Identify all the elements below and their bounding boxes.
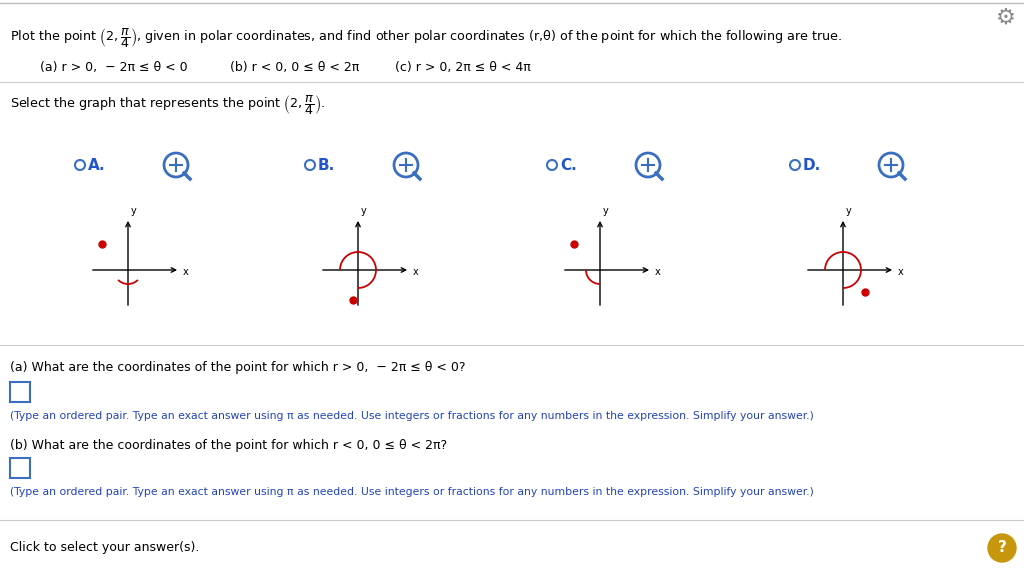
Text: y: y — [361, 206, 367, 216]
Text: ⚙: ⚙ — [996, 8, 1016, 28]
Text: (a) What are the coordinates of the point for which r > 0,  − 2π ≤ θ < 0?: (a) What are the coordinates of the poin… — [10, 362, 466, 374]
Text: ?: ? — [997, 540, 1007, 555]
Text: A.: A. — [88, 158, 105, 172]
Text: x: x — [898, 267, 904, 277]
Text: y: y — [846, 206, 852, 216]
Text: x: x — [183, 267, 188, 277]
Text: x: x — [413, 267, 419, 277]
Text: (b) r < 0, 0 ≤ θ < 2π: (b) r < 0, 0 ≤ θ < 2π — [230, 62, 359, 75]
Text: x: x — [655, 267, 660, 277]
Text: B.: B. — [318, 158, 335, 172]
Text: D.: D. — [803, 158, 821, 172]
Text: (c) r > 0, 2π ≤ θ < 4π: (c) r > 0, 2π ≤ θ < 4π — [395, 62, 530, 75]
Circle shape — [988, 534, 1016, 562]
Text: (Type an ordered pair. Type an exact answer using π as needed. Use integers or f: (Type an ordered pair. Type an exact ans… — [10, 411, 814, 421]
Text: (Type an ordered pair. Type an exact answer using π as needed. Use integers or f: (Type an ordered pair. Type an exact ans… — [10, 487, 814, 497]
Text: (b) What are the coordinates of the point for which r < 0, 0 ≤ θ < 2π?: (b) What are the coordinates of the poin… — [10, 439, 447, 451]
Text: C.: C. — [560, 158, 577, 172]
Text: Plot the point $\left(2,\dfrac{\pi}{4}\right)$, given in polar coordinates, and : Plot the point $\left(2,\dfrac{\pi}{4}\r… — [10, 26, 843, 50]
Text: Select the graph that represents the point $\left(2,\dfrac{\pi}{4}\right)$.: Select the graph that represents the poi… — [10, 93, 326, 117]
Text: y: y — [603, 206, 608, 216]
FancyBboxPatch shape — [10, 458, 30, 478]
Text: (a) r > 0,  − 2π ≤ θ < 0: (a) r > 0, − 2π ≤ θ < 0 — [40, 62, 187, 75]
FancyBboxPatch shape — [10, 382, 30, 402]
Text: y: y — [131, 206, 137, 216]
Text: Click to select your answer(s).: Click to select your answer(s). — [10, 542, 200, 554]
